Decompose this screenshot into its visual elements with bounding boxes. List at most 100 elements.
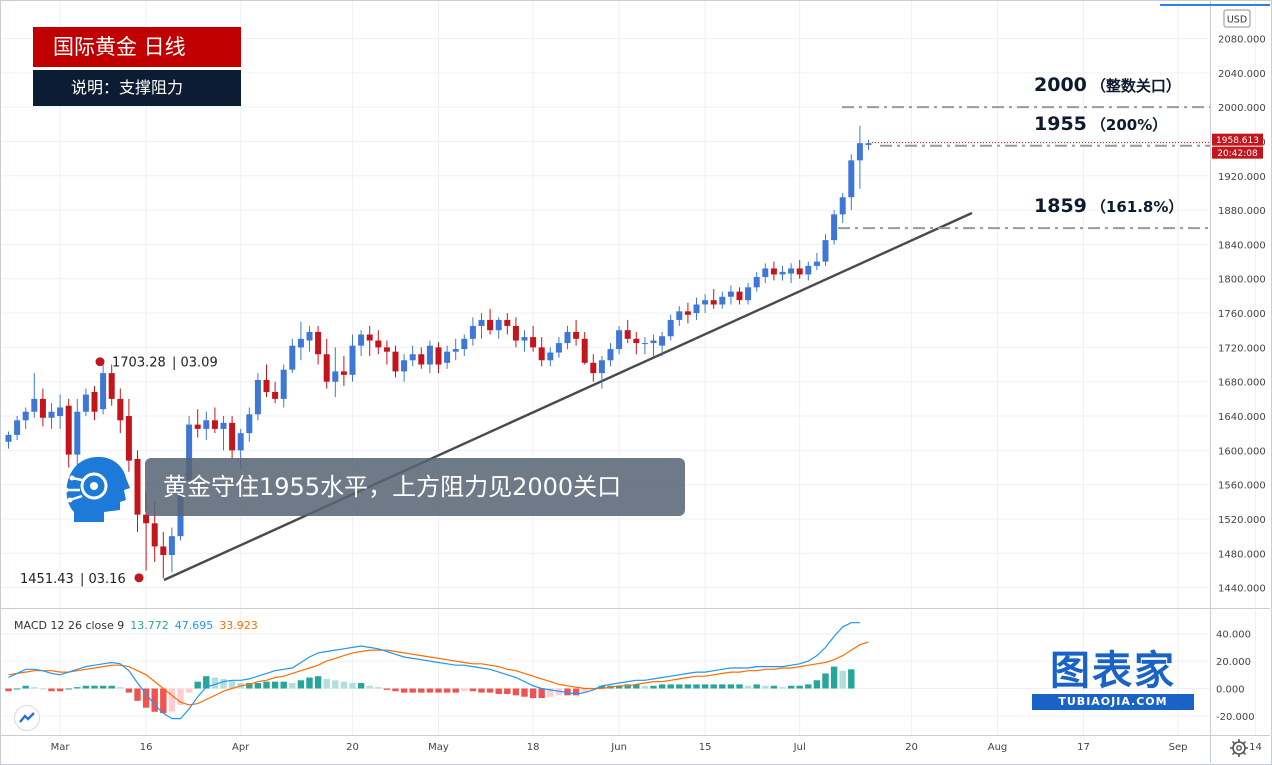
candle-body [366, 334, 373, 341]
macd-hist-bar [357, 683, 365, 689]
candle-body [555, 343, 562, 353]
y-tick-label: 1600.000 [1218, 446, 1266, 457]
y-tick-label: 2080.000 [1218, 35, 1266, 46]
candle-body [607, 349, 614, 361]
candle-body [581, 338, 588, 363]
macd-hist-bar [830, 666, 838, 689]
candle-body [616, 330, 623, 350]
macd-hist-bar [323, 678, 330, 689]
candle-body [676, 311, 683, 320]
candle-body [512, 325, 519, 341]
macd-line [8, 622, 860, 720]
macd-hist-bar [813, 680, 821, 689]
time-tag-bg [1212, 146, 1263, 159]
candle-body [229, 422, 236, 451]
macd-hist-bar [185, 688, 193, 693]
macd-hist-bar [314, 676, 322, 689]
macd-hist-bar [667, 684, 674, 689]
macd-hist-bar [22, 685, 29, 689]
candle-body [211, 420, 218, 429]
grid [1, 1, 1256, 735]
macd-hist-bar [684, 684, 692, 689]
macd-hist-bar [805, 684, 812, 689]
macd-hist-bar [65, 688, 72, 690]
macd-hist-bar [469, 688, 477, 692]
candle-body [48, 411, 55, 418]
macd-hist-bar [160, 688, 167, 714]
macd-hist-bar [676, 684, 683, 689]
y-tick-label: 1680.000 [1218, 378, 1266, 389]
y-tick-label: 1480.000 [1218, 549, 1266, 560]
candle-body [5, 434, 12, 442]
candle-body [495, 319, 502, 331]
y-tick-label: 1840.000 [1218, 240, 1266, 251]
macd-hist-bar [366, 685, 373, 689]
candle-body [383, 347, 390, 352]
y-tick-label: 1640.000 [1218, 412, 1266, 423]
macd-hist-bar [246, 683, 253, 689]
candle-body [796, 268, 803, 275]
candle-body [478, 319, 485, 326]
candle-body [530, 337, 537, 348]
candle-body [117, 398, 124, 421]
macd-hist-bar [693, 684, 700, 689]
macd-hist-bar [452, 688, 459, 693]
macd-hist-bar [211, 677, 219, 689]
candle-body [684, 311, 691, 315]
candle-body [702, 300, 709, 305]
candle-body [306, 331, 313, 341]
candle-body [332, 371, 339, 382]
gear-icon[interactable] [1229, 738, 1249, 758]
tradingview-logo-icon[interactable] [14, 705, 40, 731]
x-tick-label: 16 [140, 742, 153, 753]
macd-hist-bar [349, 683, 356, 689]
macd-hist-bar [478, 688, 485, 693]
candle-body [39, 398, 46, 418]
candle-body [409, 354, 416, 361]
macd-hist-bar [13, 688, 21, 690]
candle-body [598, 360, 605, 374]
macd-tick-label: 20.000 [1216, 657, 1251, 668]
macd-hist-bar [263, 681, 270, 689]
macd-hist-bar [254, 683, 262, 689]
candle-body [633, 338, 640, 344]
macd-hist-bar [615, 685, 623, 689]
macd-hist-bar [650, 685, 657, 689]
candle-body [727, 291, 734, 297]
candle-body [340, 371, 347, 375]
candle-body [788, 268, 795, 274]
candle-body [57, 407, 64, 417]
candle-body [745, 287, 752, 301]
macd-tick-label: 40.000 [1216, 630, 1251, 641]
macd-hist-bar [426, 688, 434, 693]
candle-body [469, 325, 476, 339]
level-label-1955: 1955 （200%） [1034, 113, 1167, 135]
macd-hist-bar [839, 670, 846, 689]
y-tick-label: 1440.000 [1218, 584, 1266, 595]
price-tag-time: 20:42:08 [1217, 149, 1258, 159]
currency-box [1223, 9, 1251, 28]
candle-body [22, 411, 29, 421]
macd-hist-bar [521, 688, 528, 697]
x-tick-label: 18 [527, 742, 540, 753]
macd-hist-bar [48, 688, 55, 692]
macd-hist-bar [736, 684, 743, 689]
robot-head-icon [60, 450, 132, 524]
candle-body [710, 300, 717, 305]
macd-hist-bar [512, 688, 520, 696]
macd-hist-bar [134, 688, 141, 701]
macd-hist-bar [770, 685, 778, 689]
macd-hist-bar [787, 685, 795, 689]
macd-hist-bar [443, 688, 451, 693]
macd-hist-bar [701, 684, 709, 689]
macd-hist-bar [332, 680, 339, 689]
candle-body [100, 373, 107, 410]
macd-hist-bar [340, 681, 348, 689]
candle-body [805, 265, 812, 275]
candle-body [590, 362, 597, 374]
y-tick-label: 1760.000 [1218, 309, 1266, 320]
macd-hist-bar [710, 684, 717, 689]
brand-logo: 图表家 TUBIAOJIA.COM [1030, 648, 1196, 712]
candle-body [667, 319, 674, 337]
